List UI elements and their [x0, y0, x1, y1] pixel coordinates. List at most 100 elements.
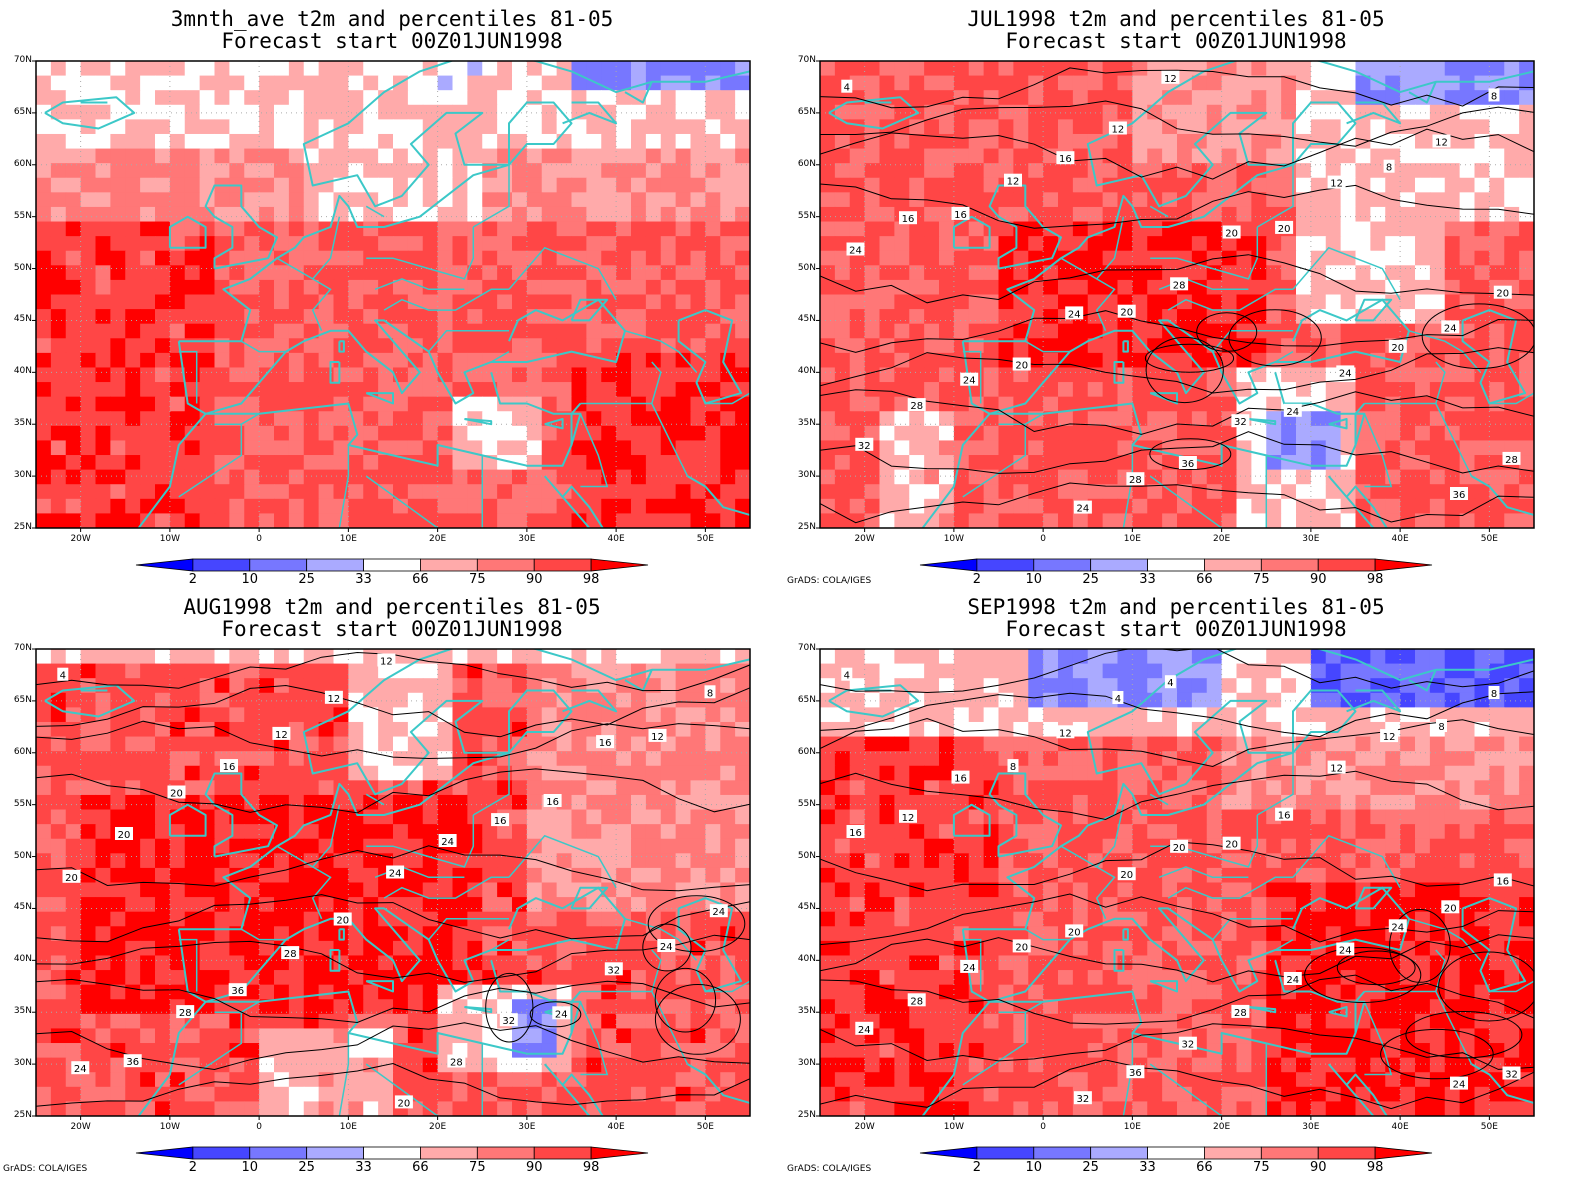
contour-label-bg — [1436, 719, 1447, 732]
colorbar-swatch — [420, 1146, 478, 1160]
contour-label: 16 — [1278, 811, 1291, 822]
contour-label: 24 — [712, 907, 725, 918]
colorbar-label: 75 — [1253, 572, 1270, 587]
longitude-label: 50E — [1480, 534, 1498, 544]
longitude-label: 10W — [159, 534, 181, 544]
contour-label: 24 — [1286, 407, 1299, 418]
panel-title-line1: SEP1998 t2m and percentiles 81-05 — [967, 595, 1385, 619]
contour-label: 24 — [858, 1025, 871, 1036]
contour-label-bg — [709, 904, 728, 918]
contour-label: 24 — [1391, 922, 1404, 933]
contour-label: 20 — [1225, 229, 1238, 240]
colorbar-label: 98 — [1366, 1160, 1384, 1175]
contour-label: 20 — [1015, 942, 1028, 953]
contour-label-bg — [1178, 1036, 1197, 1050]
colorbar-label: 33 — [355, 572, 372, 587]
latitude-label: 40N — [797, 366, 816, 377]
contour-label: 24 — [1068, 309, 1081, 320]
colorbar-arrow-low — [919, 558, 978, 572]
contour-label: 20 — [336, 916, 349, 927]
country-borders — [178, 164, 750, 528]
colorbar-arrow-high — [590, 1146, 649, 1160]
colorbar-label: 90 — [525, 1160, 543, 1175]
contour-label-bg — [1012, 357, 1031, 371]
contour-label-bg — [1126, 1065, 1145, 1079]
longitude-label: 20W — [70, 534, 91, 544]
contour-label-bg — [855, 437, 874, 451]
contour-label: 20 — [1120, 308, 1133, 319]
contour-label-bg — [1432, 134, 1451, 148]
latitude-label: 30N — [13, 1058, 32, 1069]
contour-label: 24 — [389, 869, 402, 880]
contour-label: 36 — [231, 986, 244, 997]
contour-label: 12 — [1383, 732, 1396, 743]
graticule — [820, 61, 1534, 528]
contour-label: 4 — [844, 671, 850, 682]
contour-label-bg — [1222, 836, 1241, 850]
contour-label-bg — [1336, 365, 1355, 379]
contour-label: 32 — [1182, 1040, 1195, 1051]
contour-label: 16 — [494, 816, 507, 827]
contour-label-bg — [1126, 472, 1145, 486]
contour-label: 12 — [1164, 74, 1177, 85]
contour-label-bg — [228, 983, 247, 997]
contour-label-bg — [1383, 159, 1395, 173]
contour-label: 12 — [1059, 728, 1072, 739]
contour-label: 16 — [954, 210, 967, 221]
contour-label-bg — [1493, 873, 1512, 887]
longitude-label: 10E — [1123, 534, 1141, 544]
contour-label-bg — [1007, 759, 1019, 773]
contour-label: 24 — [1077, 504, 1090, 515]
colorbar-label: 66 — [412, 1160, 429, 1175]
colorbar-swatch — [476, 558, 535, 572]
contour-label-bg — [1275, 220, 1294, 234]
colorbar-label: 66 — [1196, 1160, 1213, 1175]
colorbar-swatch — [533, 1146, 592, 1160]
contour-label-bg — [907, 398, 926, 412]
latitude-label: 25N — [13, 522, 32, 532]
contour-label: 12 — [328, 694, 341, 705]
colorbar-swatch — [420, 558, 478, 572]
contour-label: 8 — [1491, 91, 1497, 102]
contour-label: 20 — [398, 1098, 411, 1109]
grads-credit: GrADS: COLA/IGES — [3, 1164, 88, 1174]
contour-label-bg — [1073, 1091, 1092, 1105]
colorbar-swatch — [306, 1146, 364, 1160]
colorbar-arrow-high — [1374, 558, 1433, 572]
longitude-label: 20W — [854, 534, 875, 544]
latitude-label: 50N — [797, 262, 816, 273]
colorbar-label: 33 — [1139, 572, 1156, 587]
contour-label-bg — [1073, 500, 1092, 514]
longitude-label: 30E — [1302, 534, 1320, 544]
contour-label: 28 — [450, 1058, 463, 1069]
contour-label-bg — [220, 759, 238, 773]
colorbar-label: 25 — [1082, 1160, 1099, 1175]
contour-label-bg — [855, 1021, 874, 1035]
contour-label-bg — [841, 79, 853, 93]
latitude-label: 25N — [797, 522, 816, 532]
contour-label: 24 — [441, 837, 454, 848]
contour-label: 12 — [275, 730, 288, 741]
colorbar-label: 90 — [1309, 572, 1327, 587]
country-borders — [962, 752, 1534, 1116]
contour-label-bg — [1170, 277, 1189, 291]
colorbar-swatch — [1033, 558, 1092, 572]
contour-label-bg — [841, 667, 853, 681]
contour-label: 20 — [118, 830, 131, 841]
contour-label-bg — [281, 946, 300, 960]
contour-label-bg — [176, 1005, 195, 1019]
contour-label-bg — [1388, 339, 1407, 353]
contour-label: 32 — [1234, 417, 1247, 428]
panel-title-line1: AUG1998 t2m and percentiles 81-05 — [183, 595, 601, 619]
colorbar-swatch — [1090, 1146, 1148, 1160]
latitude-label: 35N — [13, 1006, 32, 1017]
contour-label: 32 — [1077, 1094, 1090, 1105]
contour-label: 28 — [1173, 280, 1186, 291]
latitude-label: 25N — [13, 1110, 32, 1120]
contour-label: 28 — [1129, 475, 1142, 486]
latitude-label: 45N — [13, 314, 32, 325]
contour-label-bg — [1388, 919, 1407, 933]
colorbar-label: 98 — [582, 1160, 600, 1175]
graticule — [820, 649, 1534, 1116]
colorbar-label: 25 — [298, 1160, 315, 1175]
